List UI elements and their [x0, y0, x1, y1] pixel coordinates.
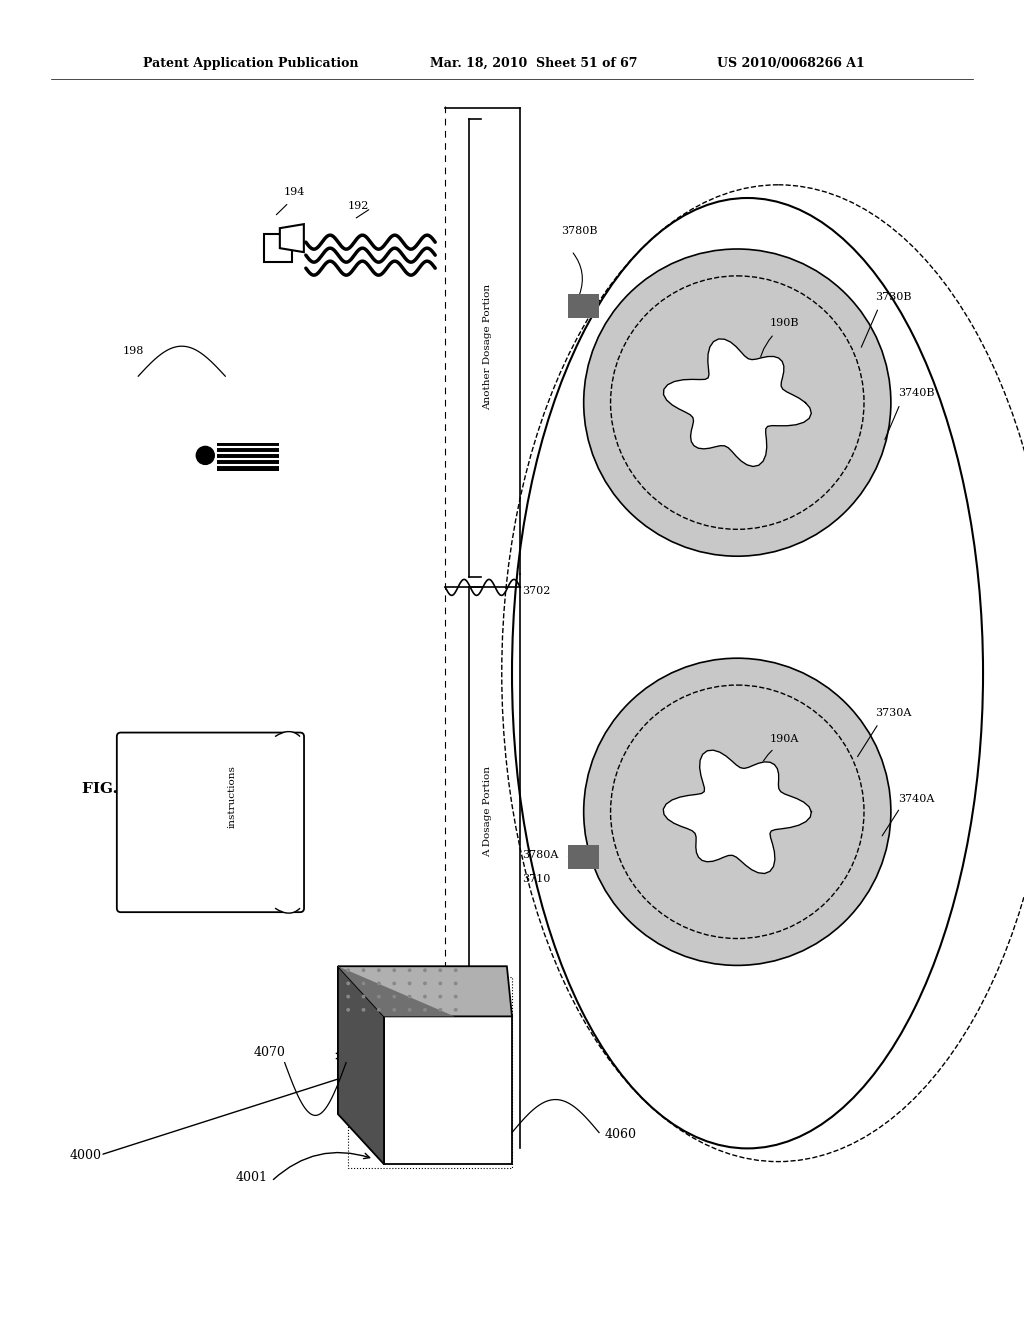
Circle shape — [424, 1008, 426, 1011]
Circle shape — [197, 446, 214, 465]
Circle shape — [378, 995, 380, 998]
Circle shape — [409, 995, 411, 998]
Circle shape — [362, 995, 365, 998]
FancyBboxPatch shape — [568, 294, 599, 318]
Circle shape — [409, 969, 411, 972]
Circle shape — [393, 1008, 395, 1011]
Circle shape — [455, 1008, 457, 1011]
FancyBboxPatch shape — [384, 1016, 512, 1164]
Ellipse shape — [584, 249, 891, 556]
Text: Another Dosage Portion: Another Dosage Portion — [483, 284, 492, 411]
Text: 3730A: 3730A — [876, 708, 912, 718]
Text: 190B: 190B — [770, 318, 800, 329]
Text: 4070: 4070 — [254, 1045, 286, 1059]
Circle shape — [409, 982, 411, 985]
Text: US 2010/0068266 A1: US 2010/0068266 A1 — [717, 57, 864, 70]
Text: 3740A: 3740A — [898, 793, 935, 804]
Circle shape — [378, 1008, 380, 1011]
Circle shape — [347, 995, 349, 998]
Circle shape — [378, 982, 380, 985]
Text: 194: 194 — [284, 187, 304, 198]
FancyBboxPatch shape — [568, 845, 599, 869]
Circle shape — [455, 995, 457, 998]
Circle shape — [393, 982, 395, 985]
Circle shape — [439, 982, 441, 985]
Text: A Dosage Portion: A Dosage Portion — [483, 767, 492, 857]
PathPatch shape — [275, 731, 300, 737]
PathPatch shape — [275, 908, 300, 913]
Polygon shape — [338, 966, 512, 1016]
Text: FIG. 51: FIG. 51 — [82, 783, 144, 796]
Circle shape — [455, 982, 457, 985]
Text: Mar. 18, 2010  Sheet 51 of 67: Mar. 18, 2010 Sheet 51 of 67 — [430, 57, 638, 70]
Circle shape — [424, 982, 426, 985]
Text: 4001: 4001 — [236, 1171, 267, 1184]
Text: 3740B: 3740B — [898, 388, 935, 399]
Circle shape — [362, 982, 365, 985]
Circle shape — [393, 995, 395, 998]
Ellipse shape — [584, 659, 891, 965]
FancyBboxPatch shape — [117, 733, 304, 912]
Text: instructions: instructions — [227, 766, 237, 828]
Circle shape — [347, 969, 349, 972]
Text: 3730B: 3730B — [876, 292, 912, 302]
Polygon shape — [664, 750, 811, 874]
Polygon shape — [280, 224, 304, 252]
Circle shape — [424, 995, 426, 998]
Text: 3702: 3702 — [522, 586, 551, 597]
Polygon shape — [338, 966, 384, 1164]
Circle shape — [439, 1008, 441, 1011]
Text: 4000: 4000 — [70, 1148, 101, 1162]
Circle shape — [439, 969, 441, 972]
Text: 192: 192 — [348, 201, 369, 211]
Circle shape — [439, 995, 441, 998]
Circle shape — [393, 969, 395, 972]
Circle shape — [424, 969, 426, 972]
FancyBboxPatch shape — [264, 234, 292, 263]
Text: 3710: 3710 — [522, 874, 551, 884]
Polygon shape — [664, 339, 811, 466]
Circle shape — [347, 1008, 349, 1011]
Circle shape — [455, 969, 457, 972]
Text: Patent Application Publication: Patent Application Publication — [143, 57, 358, 70]
Ellipse shape — [512, 198, 983, 1148]
Text: 3780B: 3780B — [561, 226, 598, 236]
Circle shape — [378, 969, 380, 972]
Polygon shape — [338, 966, 455, 1016]
Circle shape — [347, 982, 349, 985]
Text: 190A: 190A — [770, 734, 800, 744]
Circle shape — [362, 969, 365, 972]
Circle shape — [362, 1008, 365, 1011]
Text: 3780A: 3780A — [522, 850, 559, 861]
Circle shape — [409, 1008, 411, 1011]
FancyBboxPatch shape — [217, 444, 280, 471]
Text: 198: 198 — [123, 346, 143, 356]
Text: 4060: 4060 — [604, 1127, 636, 1140]
